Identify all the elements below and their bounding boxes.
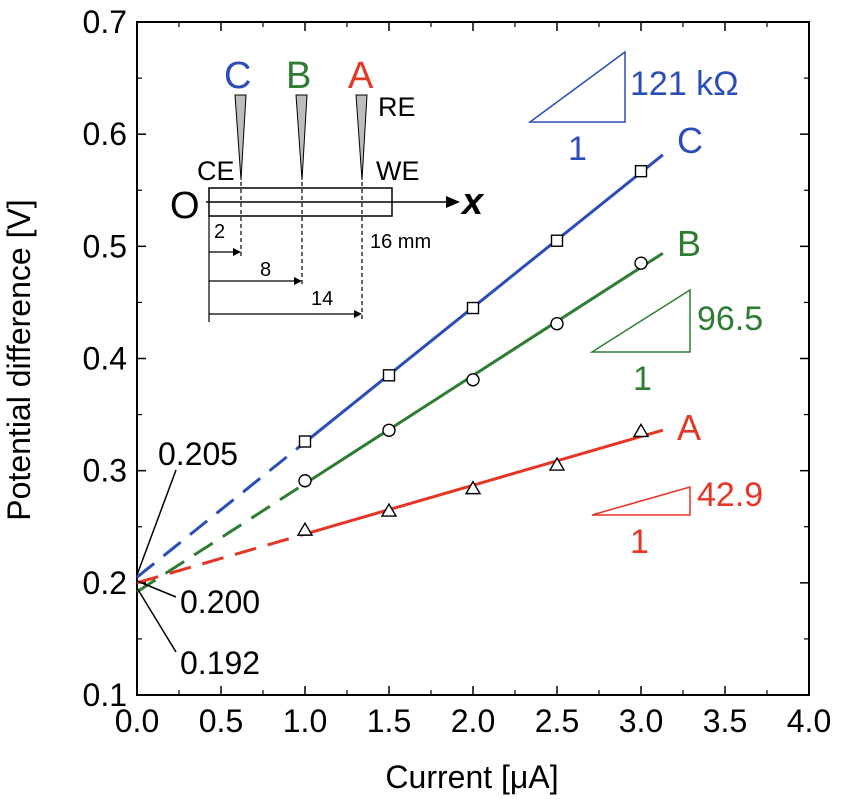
plot-layer: 0.0 0.5 1.0 1.5 2.0 2.5 3.0 3.5 4.0 0.1 0.2 0.3 0.4 0… [83, 4, 832, 739]
series-c-extrapolation [136, 441, 306, 579]
intercept-leader-c [136, 469, 177, 576]
x-tick-label: 0.5 [199, 703, 243, 739]
inset-probe-a-icon [355, 94, 368, 181]
intercept-label-a: 0.200 [180, 584, 260, 620]
slope-value-c: 121 kΩ [630, 65, 739, 103]
slope-value-a: 42.9 [697, 476, 763, 514]
inset-dist-b: 8 [260, 259, 271, 281]
series-c-point [298, 435, 312, 448]
series-c-point [550, 234, 564, 247]
intercept-leader-b [136, 587, 177, 653]
y-axis-title: Potential difference [V] [1, 199, 37, 520]
series-a-point [380, 502, 398, 517]
series-a-point [632, 423, 650, 438]
series-b-extrapolation [136, 482, 306, 594]
inset-ce-label: CE [197, 156, 235, 186]
x-tick-label: 1.5 [367, 703, 411, 739]
inset-dist-c: 2 [214, 221, 225, 243]
inset-probe-b-label: B [286, 55, 311, 97]
x-axis-title: Current [μA] [385, 759, 558, 795]
inset-x-arrow-icon [446, 196, 460, 208]
series-b-point [634, 256, 648, 270]
x-tick-label: 1.0 [283, 703, 327, 739]
y-tick-label: 0.3 [83, 453, 127, 489]
y-tick-label: 0.2 [83, 565, 127, 601]
x-tick-label: 3.5 [703, 703, 747, 739]
series-b-point [466, 373, 480, 387]
slope-one-c: 1 [568, 130, 587, 168]
intercept-leader-a [136, 580, 177, 598]
x-tick-label: 4.0 [787, 703, 831, 739]
slope-triangle-c [527, 50, 626, 123]
y-tick-label: 0.6 [83, 116, 127, 152]
x-tick-label: 3.0 [619, 703, 663, 739]
series-c-point [634, 164, 648, 178]
series-a-fit-line [304, 428, 664, 536]
inset-origin-label: O [170, 185, 200, 227]
y-tick-label: 0.4 [83, 341, 127, 377]
slope-triangle-a [591, 486, 691, 516]
x-tick-label: 0.0 [115, 703, 159, 739]
series-label-a: A [677, 407, 701, 448]
slope-one-a: 1 [630, 523, 649, 561]
x-tick-label: 2.0 [451, 703, 495, 739]
series-b-point [550, 317, 564, 331]
inset-length-label: 16 mm [370, 231, 431, 253]
inset-we-label: WE [376, 156, 420, 186]
series-a-point [464, 480, 482, 495]
inset-x-label: x [460, 181, 485, 223]
series-b-point [298, 474, 312, 488]
x-tick-label: 2.5 [535, 703, 579, 739]
inset-probe-b-icon [295, 94, 308, 181]
series-label-b: B [677, 223, 701, 264]
series-a-point [296, 521, 314, 536]
inset-probe-c-icon [234, 94, 247, 181]
inset-schematic: C B A RE CE WE O x 16 mm 2 8 14 [170, 55, 485, 322]
inset-probe-a-label: A [348, 55, 374, 97]
series-a-point [548, 456, 566, 471]
inset-arrowhead-b-icon [294, 277, 302, 285]
series-c-point [382, 369, 396, 382]
inset-arrowhead-a-icon [354, 310, 362, 318]
intercept-label-c: 0.205 [158, 436, 238, 472]
series-b-fit-line [304, 252, 664, 485]
series-a-extrapolation [136, 532, 306, 585]
series-label-c: C [677, 120, 703, 161]
inset-arrowhead-c-icon [233, 248, 241, 256]
series-c-point [466, 301, 480, 315]
y-tick-label: 0.5 [83, 228, 127, 264]
inset-probe-c-label: C [224, 55, 251, 97]
slope-triangle-b [589, 288, 691, 353]
slope-value-b: 96.5 [697, 300, 763, 338]
y-tick-label: 0.1 [83, 677, 127, 713]
intercept-label-b: 0.192 [180, 645, 260, 681]
inset-dist-a: 14 [311, 288, 333, 310]
slope-one-b: 1 [633, 360, 652, 398]
series-b-point [382, 423, 396, 437]
series-c-fit-line [304, 153, 664, 444]
inset-re-label: RE [378, 92, 416, 122]
y-tick-label: 0.7 [83, 4, 127, 40]
